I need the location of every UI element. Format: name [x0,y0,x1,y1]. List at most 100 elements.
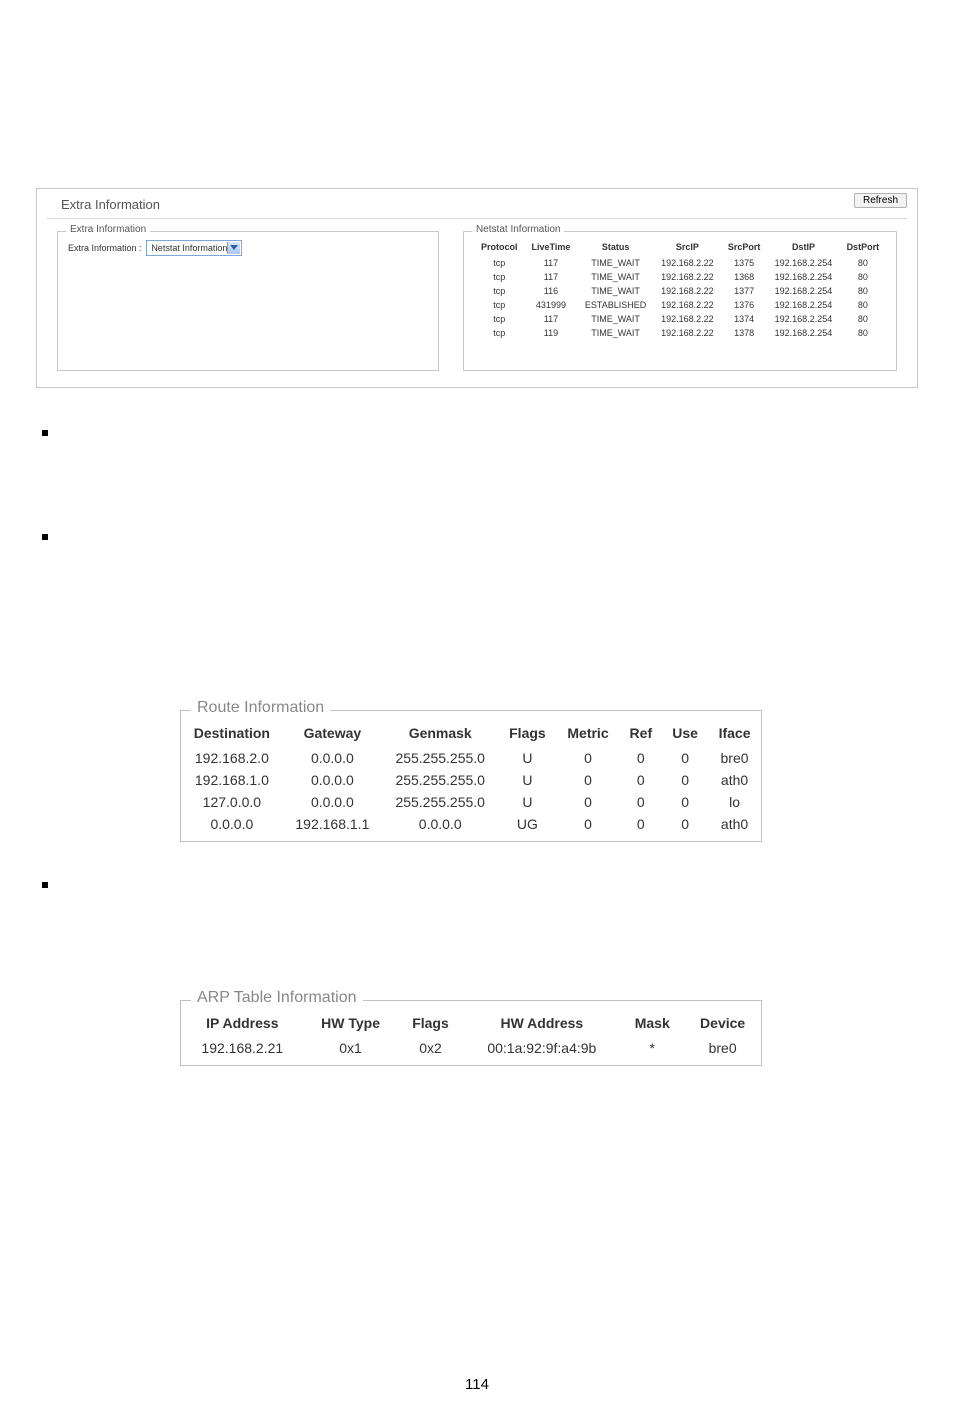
panel-columns: Extra Information Extra Information : Ne… [47,231,907,371]
table-cell: 80 [840,284,886,298]
table-cell: 192.168.2.22 [654,270,721,284]
table-cell: 80 [840,270,886,284]
table-cell: 192.168.2.254 [767,270,839,284]
panel-title: Extra Information [47,195,907,219]
table-cell: 255.255.255.0 [382,747,498,769]
table-cell: 0.0.0.0 [283,747,382,769]
table-cell: 192.168.2.254 [767,298,839,312]
table-cell: 0 [556,747,619,769]
table-cell: 1377 [721,284,767,298]
table-row: tcp431999ESTABLISHED192.168.2.221376192.… [474,298,886,312]
table-cell: * [620,1037,684,1059]
bullet-icon [42,882,48,888]
table-cell: 192.168.2.254 [767,284,839,298]
table-cell: tcp [474,298,524,312]
table-cell: tcp [474,256,524,270]
table-cell: 0.0.0.0 [382,813,498,835]
route-table: DestinationGatewayGenmaskFlagsMetricRefU… [181,721,761,835]
table-row: 127.0.0.00.0.0.0255.255.255.0U000lo [181,791,761,813]
table-cell: 0 [662,791,708,813]
table-row: tcp119TIME_WAIT192.168.2.221378192.168.2… [474,326,886,340]
table-cell: 80 [840,298,886,312]
column-header: Flags [498,721,556,747]
table-row: 192.168.2.00.0.0.0255.255.255.0U000bre0 [181,747,761,769]
table-cell: 192.168.2.254 [767,312,839,326]
column-header: Protocol [474,240,524,256]
table-cell: 80 [840,326,886,340]
table-cell: U [498,791,556,813]
column-header: Device [684,1011,761,1037]
table-cell: 192.168.2.22 [654,298,721,312]
refresh-label: Refresh [863,195,898,206]
column-header: Gateway [283,721,382,747]
route-fieldset: Route Information DestinationGatewayGenm… [180,710,762,842]
table-cell: 1378 [721,326,767,340]
table-cell: bre0 [684,1037,761,1059]
table-cell: 0x1 [304,1037,398,1059]
column-header: Ref [620,721,663,747]
column-header: SrcPort [721,240,767,256]
table-cell: 192.168.2.254 [767,326,839,340]
table-cell: 192.168.2.0 [181,747,283,769]
route-info-wrapper: Route Information DestinationGatewayGenm… [180,710,762,842]
select-label: Extra Information : [68,243,142,253]
netstat-table: ProtocolLiveTimeStatusSrcIPSrcPortDstIPD… [474,240,886,340]
table-cell: 255.255.255.0 [382,769,498,791]
table-cell: 117 [524,270,577,284]
table-cell: 192.168.2.254 [767,256,839,270]
table-header-row: IP AddressHW TypeFlagsHW AddressMaskDevi… [181,1011,761,1037]
table-cell: 1376 [721,298,767,312]
column-header: HW Address [463,1011,620,1037]
table-cell: 0 [556,813,619,835]
table-cell: ath0 [708,813,761,835]
table-cell: 127.0.0.0 [181,791,283,813]
table-header-row: DestinationGatewayGenmaskFlagsMetricRefU… [181,721,761,747]
netstat-fieldset: Netstat Information ProtocolLiveTimeStat… [463,231,897,371]
table-cell: 192.168.2.22 [654,326,721,340]
table-cell: tcp [474,312,524,326]
table-cell: 192.168.2.21 [181,1037,304,1059]
table-cell: tcp [474,284,524,298]
table-cell: 0 [620,813,663,835]
table-cell: 0 [662,769,708,791]
extra-info-fieldset: Extra Information Extra Information : Ne… [57,231,439,371]
table-row: tcp117TIME_WAIT192.168.2.221374192.168.2… [474,312,886,326]
table-cell: 192.168.2.22 [654,284,721,298]
column-header: Destination [181,721,283,747]
extra-info-select[interactable]: Netstat Information [146,240,242,256]
table-cell: lo [708,791,761,813]
table-cell: 192.168.2.22 [654,312,721,326]
bullet-icon [42,534,48,540]
table-cell: 117 [524,312,577,326]
table-row: tcp117TIME_WAIT192.168.2.221375192.168.2… [474,256,886,270]
table-row: tcp117TIME_WAIT192.168.2.221368192.168.2… [474,270,886,284]
table-cell: 119 [524,326,577,340]
table-row: tcp116TIME_WAIT192.168.2.221377192.168.2… [474,284,886,298]
arp-table: IP AddressHW TypeFlagsHW AddressMaskDevi… [181,1011,761,1059]
table-cell: 0 [556,769,619,791]
table-cell: U [498,769,556,791]
table-cell: 192.168.2.22 [654,256,721,270]
table-cell: 192.168.1.1 [283,813,382,835]
table-cell: 0 [556,791,619,813]
table-header-row: ProtocolLiveTimeStatusSrcIPSrcPortDstIPD… [474,240,886,256]
fieldset-legend: Netstat Information [472,224,564,235]
arp-info-wrapper: ARP Table Information IP AddressHW TypeF… [180,1000,762,1066]
table-cell: 0 [662,813,708,835]
column-header: DstIP [767,240,839,256]
table-cell: tcp [474,326,524,340]
column-header: Use [662,721,708,747]
table-cell: U [498,747,556,769]
table-cell: 1375 [721,256,767,270]
table-cell: 1374 [721,312,767,326]
column-header: Mask [620,1011,684,1037]
extra-info-panel: Extra Information Refresh Extra Informat… [36,188,918,388]
table-row: 0.0.0.0192.168.1.10.0.0.0UG000ath0 [181,813,761,835]
table-cell: TIME_WAIT [577,326,653,340]
table-cell: 255.255.255.0 [382,791,498,813]
table-cell: ath0 [708,769,761,791]
refresh-button[interactable]: Refresh [854,193,907,208]
table-row: 192.168.1.00.0.0.0255.255.255.0U000ath0 [181,769,761,791]
column-header: DstPort [840,240,886,256]
table-cell: 00:1a:92:9f:a4:9b [463,1037,620,1059]
